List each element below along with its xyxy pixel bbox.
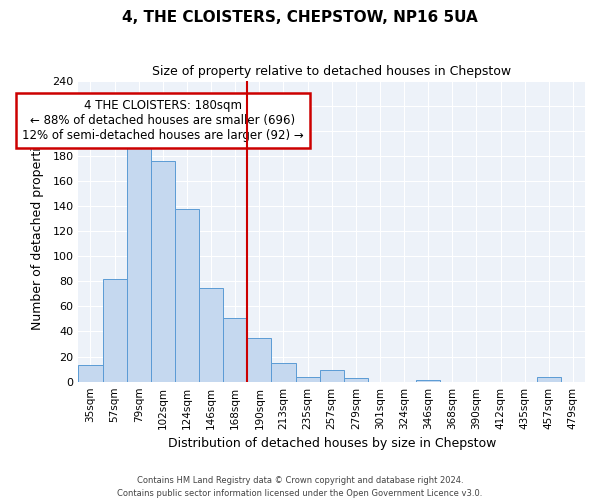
- Bar: [537, 376, 561, 382]
- Bar: [320, 370, 344, 382]
- Bar: [247, 338, 271, 382]
- Bar: [344, 378, 368, 382]
- Bar: [127, 140, 151, 382]
- Bar: [175, 208, 199, 382]
- Bar: [103, 279, 127, 382]
- Bar: [199, 288, 223, 382]
- Bar: [223, 318, 247, 382]
- Y-axis label: Number of detached properties: Number of detached properties: [31, 132, 44, 330]
- Bar: [271, 363, 296, 382]
- Text: Contains HM Land Registry data © Crown copyright and database right 2024.
Contai: Contains HM Land Registry data © Crown c…: [118, 476, 482, 498]
- Text: 4, THE CLOISTERS, CHEPSTOW, NP16 5UA: 4, THE CLOISTERS, CHEPSTOW, NP16 5UA: [122, 10, 478, 25]
- Bar: [296, 376, 320, 382]
- Bar: [151, 161, 175, 382]
- Text: 4 THE CLOISTERS: 180sqm
← 88% of detached houses are smaller (696)
12% of semi-d: 4 THE CLOISTERS: 180sqm ← 88% of detache…: [22, 98, 304, 142]
- Bar: [79, 366, 103, 382]
- Title: Size of property relative to detached houses in Chepstow: Size of property relative to detached ho…: [152, 65, 511, 78]
- Bar: [416, 380, 440, 382]
- X-axis label: Distribution of detached houses by size in Chepstow: Distribution of detached houses by size …: [167, 437, 496, 450]
